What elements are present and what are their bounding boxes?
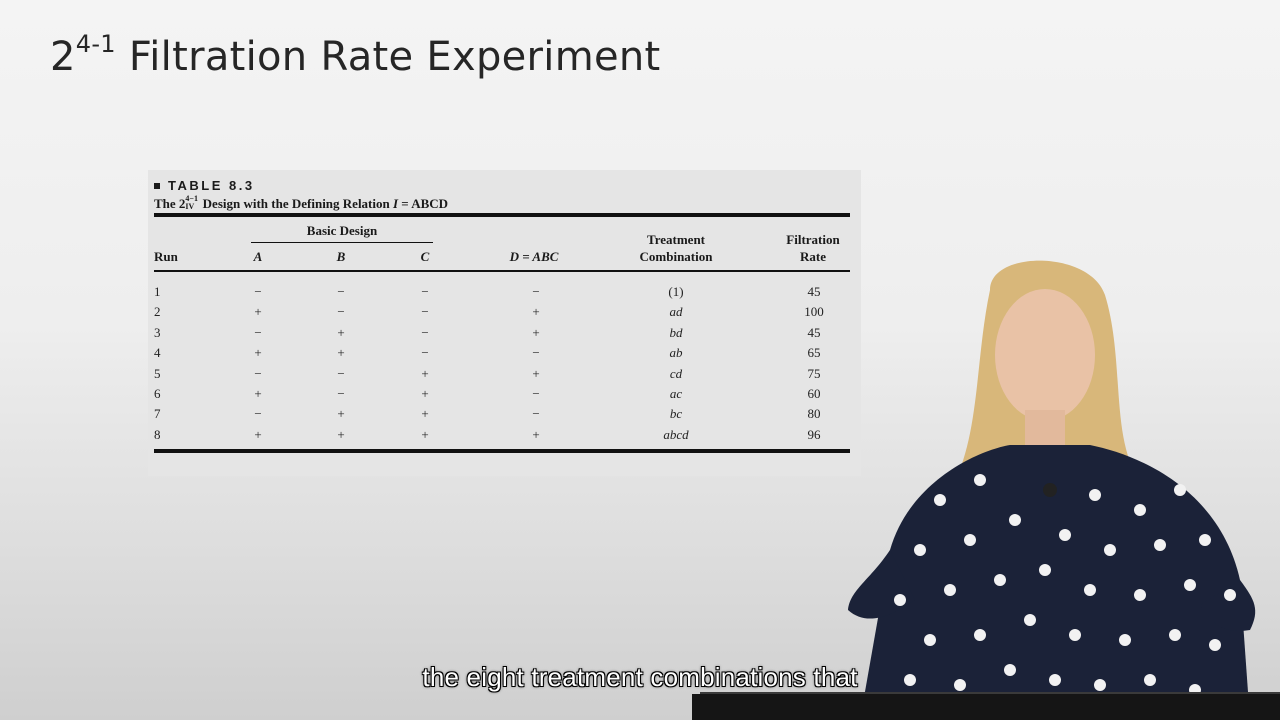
presenter-video [848, 260, 1256, 720]
cell-a: + [254, 386, 262, 401]
caption-rest: Design with the Defining Relation [199, 196, 393, 211]
header-b: B [336, 249, 346, 264]
group-rule [251, 242, 433, 243]
cell-a: − [254, 324, 262, 340]
title-superscript: 4-1 [75, 30, 116, 58]
slide-title: 24-1 Filtration Rate Experiment [50, 30, 661, 80]
cell-d: + [532, 304, 540, 320]
header-basic-design: Basic Design [306, 223, 378, 238]
cell-a: + [254, 304, 262, 320]
cell-b: − [337, 304, 345, 320]
cell-run: 3 [154, 324, 161, 340]
header-c: C [420, 249, 430, 264]
table-label-text: TABLE 8.3 [168, 178, 255, 193]
cell-run: 4 [154, 345, 161, 361]
cell-treatment: bc [669, 406, 683, 422]
title-text: Filtration Rate Experiment [115, 34, 661, 80]
cell-rate: 96 [807, 426, 821, 442]
cell-b: + [337, 345, 345, 361]
cell-b: + [337, 426, 345, 442]
title-base: 2 [50, 34, 76, 80]
cell-b: − [337, 365, 345, 381]
cell-d: + [532, 365, 540, 381]
cell-c: − [421, 345, 429, 361]
header-rate-2: Rate [800, 249, 826, 264]
caption-relation-rest: = ABCD [398, 196, 449, 211]
cell-b: − [337, 284, 345, 299]
cell-rate: 75 [807, 365, 821, 381]
cell-d: − [532, 284, 540, 299]
cell-c: − [421, 324, 429, 340]
header-rule [154, 270, 850, 272]
header-treatment-2: Combination [639, 249, 713, 264]
cell-a: − [254, 365, 262, 381]
cell-a: + [254, 426, 262, 442]
cell-treatment: ab [669, 345, 683, 361]
video-subtitle: the eight treatment combinations that [422, 662, 858, 692]
caption-exponent: 4−1 IV [185, 194, 199, 211]
cell-b: + [337, 324, 345, 340]
cell-run: 7 [154, 406, 161, 422]
table-label: TABLE 8.3 [154, 178, 255, 193]
cell-rate: 45 [807, 324, 821, 340]
header-rate-1: Filtration [786, 232, 840, 247]
cell-c: − [421, 284, 429, 299]
cell-a: − [254, 284, 262, 299]
cell-rate: 65 [807, 345, 821, 361]
cell-d: + [532, 324, 540, 340]
bottom-rule [154, 449, 850, 453]
cell-d: − [532, 406, 540, 422]
cell-b: + [337, 406, 345, 422]
caption-sub: IV [185, 202, 195, 211]
cell-run: 6 [154, 386, 161, 401]
cell-c: + [421, 426, 429, 442]
square-bullet-icon [154, 182, 160, 189]
cell-d: − [532, 386, 540, 401]
cell-rate: 60 [807, 386, 821, 401]
table-image: TABLE 8.3 The 2 4−1 IV Design with the Def… [148, 170, 861, 476]
caption-prefix: The 2 [154, 196, 186, 211]
cell-b: − [337, 386, 345, 401]
caption-sup: 4−1 [185, 194, 198, 203]
cell-run: 8 [154, 426, 161, 442]
cell-c: + [421, 406, 429, 422]
cell-treatment: abcd [663, 426, 689, 442]
cell-treatment: ac [669, 386, 683, 401]
cell-rate: 100 [804, 304, 824, 320]
cell-a: − [254, 406, 262, 422]
cell-rate: 80 [807, 406, 821, 422]
cell-rate: 45 [807, 284, 821, 299]
cell-treatment: bd [669, 324, 683, 340]
header-run: Run [154, 249, 178, 264]
caption-relation-var: I [392, 196, 399, 211]
cell-c: + [421, 386, 429, 401]
header-d: D = ABC [509, 249, 559, 264]
header-a: A [253, 249, 263, 264]
cell-a: + [254, 345, 262, 361]
cell-run: 1 [154, 284, 161, 299]
top-rule [154, 213, 850, 217]
cell-c: − [421, 304, 429, 320]
cell-run: 5 [154, 365, 161, 381]
table-caption: The 2 4−1 IV Design with the Defining Rela… [154, 194, 449, 212]
cell-treatment: ad [669, 304, 683, 320]
header-treatment-1: Treatment [647, 232, 705, 247]
cell-d: − [532, 345, 540, 361]
cell-run: 2 [154, 304, 161, 320]
cell-treatment: cd [669, 365, 683, 381]
cell-treatment: (1) [668, 284, 684, 299]
cell-d: + [532, 426, 540, 442]
cell-c: + [421, 365, 429, 381]
podium [692, 694, 1280, 720]
